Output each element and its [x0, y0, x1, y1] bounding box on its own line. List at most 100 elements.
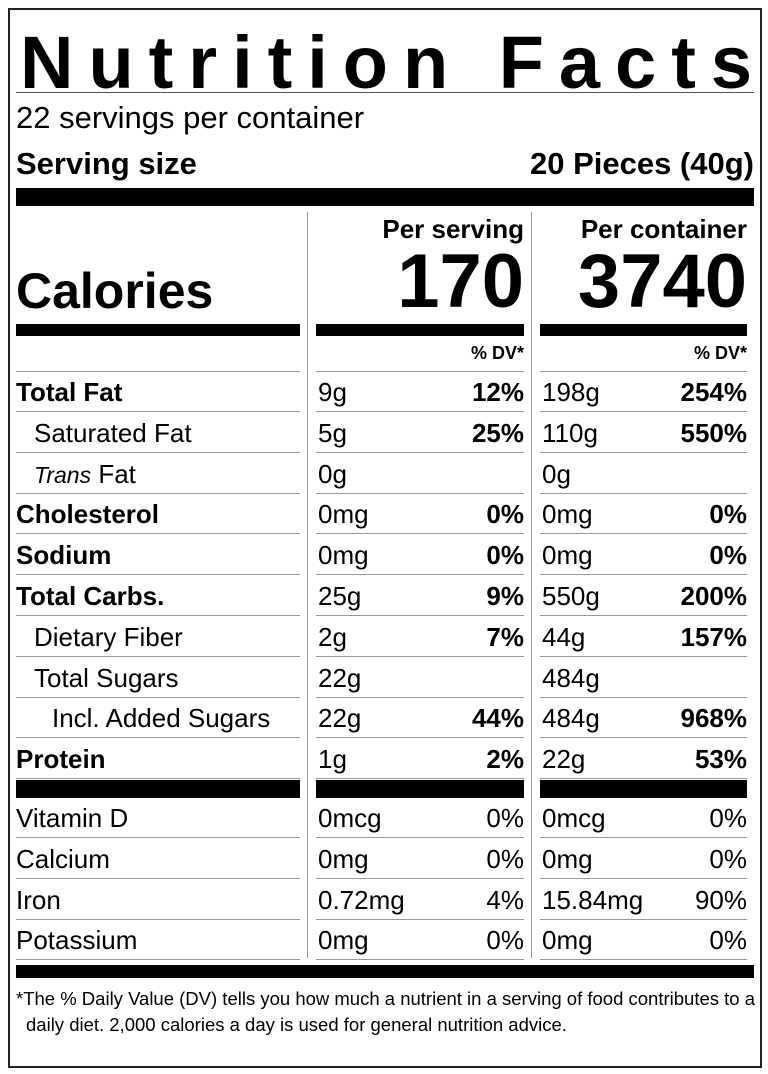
amount: 198g [542, 377, 600, 407]
daily-value: 7% [486, 621, 524, 652]
daily-value: 157% [680, 621, 748, 652]
nutrient-name: Calcium [16, 839, 300, 879]
nutrient-name: Dietary Fiber [16, 617, 300, 657]
nutrient-name-text: Cholesterol [16, 499, 160, 530]
value-cell: 15.84mg 90% [540, 880, 747, 920]
nutrient-name-text: Vitamin D [16, 803, 129, 833]
value-cell: 198g 254% [540, 372, 747, 412]
amount: 2g [318, 621, 347, 652]
column-divider [531, 212, 532, 958]
nutrient-name: Cholesterol [16, 494, 300, 535]
daily-value: 0% [709, 499, 747, 530]
value-cell: 0mg 0% [316, 920, 524, 961]
value-cell: 0mg 0% [316, 839, 524, 879]
nutrient-name-text: Fat [98, 458, 136, 489]
amount: 0mcg [542, 803, 606, 833]
row-rule [16, 371, 300, 372]
nutrition-label: Nutrition Facts 22 servings per containe… [8, 8, 762, 1068]
value-cell: 1g 2% [316, 739, 524, 780]
calories-value: 3740 [577, 239, 747, 324]
daily-value: 550% [680, 417, 748, 448]
amount: 0mg [318, 925, 369, 956]
nutrient-name: Vitamin D [16, 798, 300, 838]
daily-value: 90% [694, 884, 747, 915]
nutrient-name-text: Calcium [16, 843, 110, 874]
daily-value: 254% [680, 377, 748, 407]
column-heading: Per serving [382, 214, 524, 244]
value-cell: 0mg 0% [540, 535, 747, 576]
nutrient-name-text: Sodium [16, 540, 112, 571]
nutrient-name-text: Total Fat [16, 377, 123, 407]
daily-value: 0% [486, 925, 524, 956]
dv-heading: % DV* [470, 343, 524, 363]
title-svg: Nutrition Facts [20, 21, 752, 100]
nutrient-name-text: Total Carbs. [16, 581, 165, 611]
amount: 22g [318, 662, 362, 693]
nutrient-name: Incl. Added Sugars [16, 698, 300, 739]
amount: 25g [318, 581, 362, 611]
nutrient-name-text: Protein [16, 744, 106, 775]
value-cell: 44g 157% [540, 617, 747, 657]
nutrient-name-text: Total Sugars [34, 662, 179, 693]
daily-value: 0% [486, 499, 524, 530]
amount: 0g [542, 458, 571, 489]
thick-rule [316, 324, 524, 336]
amount: 0mg [318, 843, 369, 874]
thick-rule [540, 780, 747, 798]
value-cell: 0g [540, 454, 747, 494]
daily-value: 0% [486, 843, 524, 874]
amount: 110g [542, 417, 598, 448]
value-cell: 22g 44% [316, 698, 524, 739]
servings: 22 servings per container [16, 100, 365, 135]
amount: 0mg [318, 540, 369, 571]
value-cell: 0mg 0% [540, 920, 747, 961]
value-cell: 0.72mg 4% [316, 880, 524, 920]
amount: 0mg [318, 499, 369, 530]
daily-value: 4% [486, 884, 524, 915]
serving-size-value: 20 Pieces (40g) [529, 146, 754, 181]
daily-value: 0% [709, 803, 747, 833]
daily-value: 9% [486, 581, 524, 611]
daily-value: 12% [471, 377, 524, 407]
nutrient-name: Potassium [16, 920, 300, 961]
title: Nutrition Facts [20, 21, 752, 100]
daily-value: 44% [471, 703, 524, 734]
daily-value: 2% [486, 744, 524, 775]
nutrient-name-text: Dietary Fiber [34, 621, 183, 652]
thick-rule [316, 780, 524, 798]
nutrient-name-text: Potassium [16, 925, 138, 956]
daily-value: 968% [680, 703, 748, 734]
nutrient-name-text: Incl. Added Sugars [52, 703, 271, 734]
value-cell: 0mg 0% [540, 839, 747, 879]
amount: 15.84mg [542, 884, 644, 915]
daily-value: 0% [709, 843, 747, 874]
daily-value: 0% [709, 925, 747, 956]
nutrient-name: Trans Fat [16, 454, 300, 494]
amount: 484g [542, 703, 600, 734]
nutrient-name: Total Carbs. [16, 576, 300, 616]
nutrient-name-text: Saturated Fat [34, 417, 192, 448]
value-cell: 9g 12% [316, 372, 524, 412]
nutrient-name: Total Fat [16, 372, 300, 412]
nutrient-name: Protein [16, 739, 300, 780]
amount: 9g [318, 377, 347, 407]
value-cell: 22g [316, 658, 524, 698]
amount: 0mg [542, 925, 593, 956]
amount: 484g [542, 662, 600, 693]
value-cell: 0mg 0% [540, 494, 747, 535]
nutrient-name-text: Iron [16, 884, 61, 915]
row-rule [316, 371, 524, 372]
value-cell: 110g 550% [540, 413, 747, 453]
calories-label: Calories [16, 263, 214, 319]
amount: 0mg [542, 540, 593, 571]
amount: 44g [542, 621, 586, 652]
nutrient-name: Total Sugars [16, 658, 300, 698]
amount: 0g [318, 458, 347, 489]
daily-value: 25% [471, 417, 524, 448]
amount: 5g [318, 417, 347, 448]
nutrient-name-italic: Trans [34, 461, 92, 488]
bottom-rule [16, 965, 754, 978]
value-cell: 0mcg 0% [316, 798, 524, 838]
nutrient-name: Sodium [16, 535, 300, 576]
value-cell: 0mg 0% [316, 535, 524, 576]
